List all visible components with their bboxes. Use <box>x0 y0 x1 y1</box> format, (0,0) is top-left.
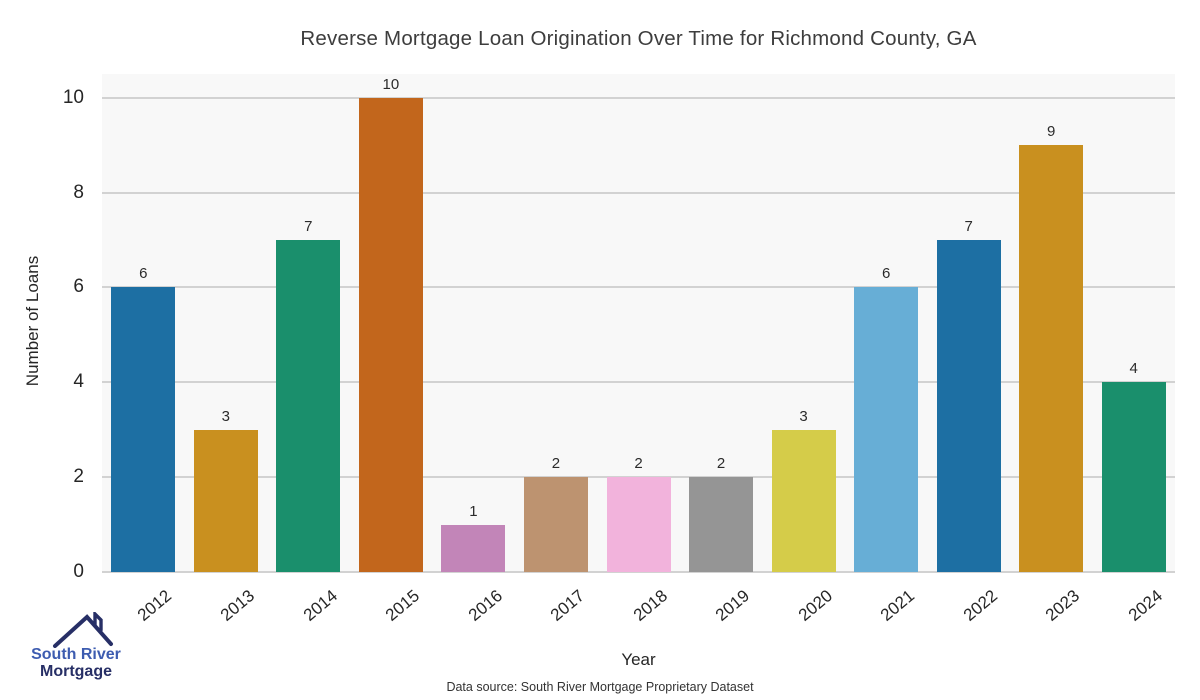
source-note: Data source: South River Mortgage Propri… <box>446 680 754 694</box>
chart-title: Reverse Mortgage Loan Origination Over T… <box>300 27 977 50</box>
y-tick-label: 0 <box>73 561 84 582</box>
x-tick-label-2016: 2016 <box>464 586 506 625</box>
bar-2021 <box>854 287 919 572</box>
x-tick-label-2014: 2014 <box>299 586 341 625</box>
gridline-y10 <box>102 96 1175 99</box>
bar-2017 <box>523 477 588 572</box>
brand-logo: South River Mortgage <box>16 612 136 680</box>
bar-value-label-2014: 7 <box>304 218 313 236</box>
x-tick-label-2013: 2013 <box>216 586 259 625</box>
bar-2014 <box>276 240 341 572</box>
gridline-y4 <box>102 381 1175 384</box>
gridline-y0 <box>102 571 1175 573</box>
y-tick-label: 10 <box>62 86 84 108</box>
bar-2019 <box>689 477 754 572</box>
y-tick-label: 8 <box>73 181 84 203</box>
x-tick-label-2015: 2015 <box>381 586 424 625</box>
bar-2023 <box>1019 145 1084 572</box>
x-tick-label-2018: 2018 <box>629 586 671 625</box>
bar-value-label-2018: 2 <box>634 455 643 473</box>
bar-value-label-2012: 6 <box>139 265 148 283</box>
bar-value-label-2016: 1 <box>469 502 478 520</box>
x-tick-label-2020: 2020 <box>794 586 836 625</box>
bar-value-label-2015: 10 <box>382 75 400 93</box>
bar-2024 <box>1101 382 1166 572</box>
bar-value-label-2019: 2 <box>716 455 726 473</box>
y-axis-title: Number of Loans <box>23 255 42 387</box>
x-tick-label-2023: 2023 <box>1042 586 1084 625</box>
bar-value-label-2023: 9 <box>1047 123 1056 141</box>
bar-2012 <box>111 287 176 572</box>
x-tick-label-2024: 2024 <box>1124 586 1166 625</box>
bar-2020 <box>771 429 836 572</box>
y-tick-label: 4 <box>73 371 84 393</box>
bar-value-label-2017: 2 <box>551 455 561 473</box>
gridline-y8 <box>102 191 1175 194</box>
x-axis-title: Year <box>621 650 656 669</box>
x-tick-label-2017: 2017 <box>546 586 589 625</box>
x-tick-label-2019: 2019 <box>712 586 754 625</box>
bar-value-label-2022: 7 <box>964 218 973 236</box>
plot-area: 6 3 7 10 1 2 2 2 3 6 7 9 4 <box>102 74 1175 573</box>
brand-name-line2: Mortgage <box>40 663 112 680</box>
house-roof-icon <box>53 612 113 648</box>
bar-value-label-2013: 3 <box>221 407 230 425</box>
y-tick-label: 2 <box>73 466 84 488</box>
gridline-y6 <box>102 286 1175 289</box>
x-tick-label-2022: 2022 <box>959 586 1001 625</box>
bar-value-label-2021: 6 <box>881 265 891 283</box>
bar-2016 <box>441 524 506 572</box>
bar-2018 <box>606 477 671 572</box>
bar-value-label-2024: 4 <box>1129 360 1138 378</box>
x-tick-label-2021: 2021 <box>877 586 919 625</box>
bar-2015 <box>358 97 423 572</box>
x-axis-tick-labels: 2012 2013 2014 2015 2016 2017 2018 2019 2020 2021… <box>102 574 1175 644</box>
x-tick-label-2012: 2012 <box>134 586 176 625</box>
bar-value-label-2020: 3 <box>799 407 808 425</box>
brand-name-line1: South River <box>31 646 121 663</box>
y-tick-label: 6 <box>73 276 84 298</box>
bar-2013 <box>193 429 258 572</box>
bar-2022 <box>936 240 1001 572</box>
